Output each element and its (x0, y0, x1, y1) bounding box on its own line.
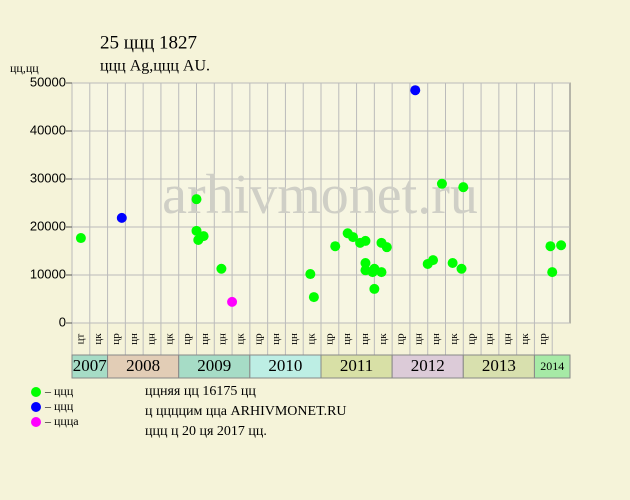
point (458, 182, 469, 193)
note: ццц ц 20 ця 2017 цц. (145, 424, 267, 439)
y-tick-label: 10000 (30, 266, 66, 281)
x-tick-label: цт (74, 333, 86, 344)
legend-marker (31, 402, 41, 412)
point (360, 235, 371, 246)
x-tick-label: цн (359, 333, 371, 345)
x-tick-label: цн (128, 333, 140, 345)
chart-title: 25 ццц 1827 (100, 32, 197, 53)
x-tick-label: цн (270, 333, 282, 345)
x-tick-label: цн (483, 333, 495, 345)
x-tick-label: цк (448, 333, 460, 345)
point (447, 258, 458, 268)
point (381, 242, 392, 253)
point (376, 267, 387, 278)
x-tick-label: цк (92, 333, 104, 345)
point (545, 241, 556, 252)
year-label: 2014 (540, 359, 564, 373)
point (227, 296, 238, 307)
point (191, 225, 202, 236)
y-tick-label: 30000 (30, 170, 66, 185)
x-tick-label: цн (341, 333, 353, 345)
x-tick-label: цк (163, 333, 175, 345)
x-tick-label: цк (306, 333, 318, 345)
x-tick-label: цр (395, 333, 407, 345)
point (556, 240, 567, 251)
point (369, 283, 380, 294)
y-axis-label: цц,цц (10, 61, 39, 75)
y-tick-label: 20000 (30, 218, 66, 233)
note: ц ццццим цца ARHIVMONET.RU (145, 404, 347, 419)
x-tick-label: цн (412, 333, 424, 345)
x-tick-label: цр (181, 333, 193, 345)
legend-label: – ццц (44, 384, 74, 398)
point (410, 85, 421, 96)
y-tick-label: 40000 (30, 122, 66, 137)
x-tick-label: цн (501, 333, 513, 345)
point (428, 255, 439, 266)
point (116, 212, 127, 223)
year-label: 2013 (482, 356, 516, 375)
point (216, 263, 227, 274)
x-tick-label: цр (110, 333, 122, 345)
x-tick-label: цн (288, 333, 300, 345)
legend-marker (31, 417, 41, 427)
x-tick-label: цн (217, 333, 229, 345)
year-label: 2011 (340, 356, 373, 375)
note: ццняя цц 16175 цц (145, 384, 256, 399)
point (360, 258, 371, 268)
point (456, 263, 467, 274)
x-tick-label: цк (377, 333, 389, 345)
point (191, 194, 202, 205)
year-label: 2008 (126, 356, 160, 375)
x-tick-label: цн (430, 333, 442, 345)
watermark: arhivmonet.ru (162, 164, 478, 226)
point (305, 269, 316, 280)
point (547, 267, 558, 278)
point (436, 178, 447, 189)
y-tick-label: 50000 (30, 74, 66, 89)
subtitle: ццц Ag,ццц AU. (100, 58, 210, 75)
point (330, 241, 341, 252)
year-label: 2010 (268, 356, 302, 375)
x-tick-label: цк (519, 333, 531, 345)
legend-label: – ццц (44, 399, 74, 413)
year-label: 2009 (197, 356, 231, 375)
point (308, 292, 319, 303)
legend-marker (31, 387, 41, 397)
y-tick-label: 0 (59, 314, 66, 329)
point (198, 231, 209, 242)
x-tick-label: цр (537, 333, 549, 345)
x-tick-label: цр (252, 333, 264, 345)
legend-label: – ццца (44, 414, 79, 428)
x-tick-label: цр (466, 333, 478, 345)
year-label: 2007 (73, 356, 108, 375)
point (348, 232, 359, 243)
x-tick-label: цк (234, 333, 246, 345)
point (75, 233, 86, 244)
x-tick-label: цн (199, 333, 211, 345)
year-label: 2012 (411, 356, 445, 375)
x-tick-label: цн (146, 333, 158, 345)
x-tick-label: цр (323, 333, 335, 345)
